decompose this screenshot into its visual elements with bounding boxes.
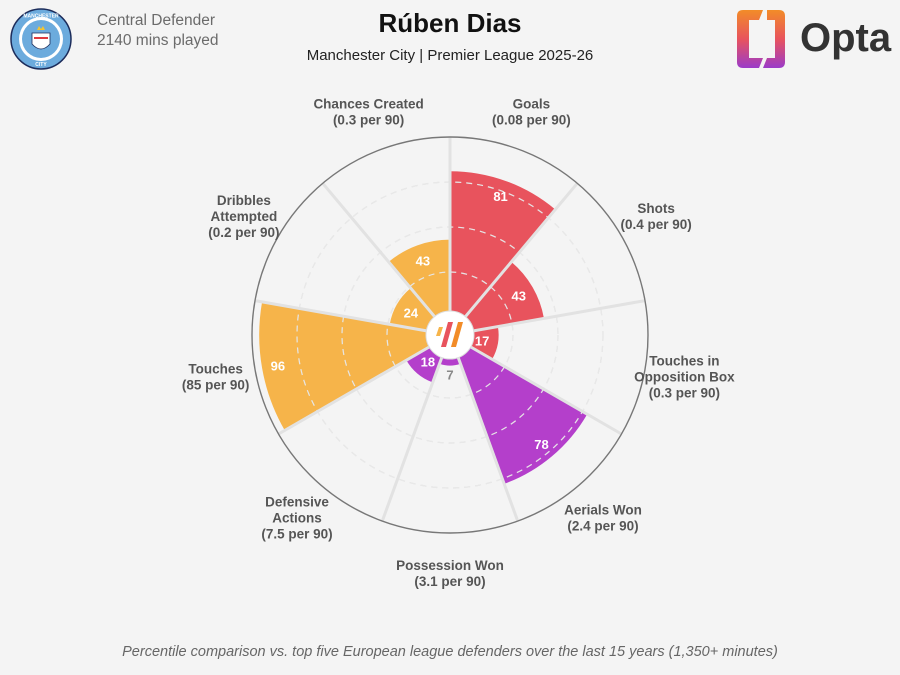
value-label: 7 — [446, 368, 453, 383]
club-badge: MANCHESTER CITY — [10, 8, 72, 70]
category-label: Dribbles Attempted (0.2 per 90) — [208, 193, 279, 240]
value-label: 24 — [404, 305, 419, 320]
spoke — [467, 299, 646, 334]
page-subtitle: Manchester City | Premier League 2025-26 — [306, 47, 594, 64]
category-name: Opposition Box — [634, 369, 735, 384]
hub-logo-icon — [441, 322, 453, 347]
player-position: Central Defender — [97, 12, 216, 29]
category-name: Touches — [188, 361, 243, 376]
spoke — [254, 299, 433, 334]
category-name: Defensive — [265, 494, 329, 509]
spoke — [277, 342, 436, 436]
category-name: Dribbles — [217, 193, 271, 208]
category-label: Touches (85 per 90) — [182, 361, 250, 392]
value-label: 17 — [475, 334, 489, 349]
wedge-shots — [461, 261, 544, 332]
value-label: 81 — [493, 189, 507, 204]
hub-logo-icon-3 — [436, 327, 443, 336]
wedge-touches — [259, 301, 435, 431]
category-rate: (0.4 per 90) — [620, 217, 691, 232]
hub-logo-icon-2 — [451, 322, 463, 347]
spoke — [460, 182, 579, 323]
value-label: 18 — [421, 354, 435, 369]
category-name: Attempted — [211, 209, 278, 224]
value-label: 43 — [512, 288, 526, 303]
footnote: Percentile comparison vs. top five Europ… — [122, 644, 778, 660]
category-label: Aerials Won (2.4 per 90) — [564, 502, 642, 533]
category-rate: (3.1 per 90) — [414, 574, 485, 589]
category-label: Shots (0.4 per 90) — [620, 201, 691, 232]
badge-text-top: MANCHESTER — [23, 14, 59, 20]
category-label: Goals (0.08 per 90) — [492, 96, 571, 127]
wedge-aerials-won — [456, 344, 588, 484]
category-rate: (7.5 per 90) — [261, 526, 332, 541]
category-label: Possession Won (3.1 per 90) — [396, 558, 504, 589]
grid-ring-light-25 — [386, 271, 514, 399]
category-label: Touches in Opposition Box (0.3 per 90) — [634, 353, 735, 400]
spoke — [321, 182, 440, 323]
player-minutes: 2140 mins played — [97, 32, 219, 49]
category-rate: (85 per 90) — [182, 377, 250, 392]
spoke — [380, 351, 446, 522]
page-title: Rúben Dias — [378, 8, 522, 38]
wedge-dribbles-attempted — [389, 288, 439, 332]
opta-wordmark: Opta — [800, 16, 892, 60]
value-label: 43 — [416, 253, 430, 268]
spoke — [464, 342, 623, 436]
player-meta: Central Defender 2140 mins played — [97, 11, 219, 51]
spoke — [454, 351, 520, 522]
category-rate: (0.3 per 90) — [333, 112, 404, 127]
category-name: Chances Created — [313, 96, 423, 111]
category-name: Aerials Won — [564, 502, 642, 517]
category-name: Actions — [272, 510, 322, 525]
value-label: 96 — [271, 358, 285, 373]
outer-ring — [251, 136, 649, 534]
category-rate: (0.08 per 90) — [492, 112, 571, 127]
opta-logo-icon — [737, 10, 785, 68]
category-name: Shots — [637, 201, 675, 216]
category-name: Possession Won — [396, 558, 504, 573]
category-rate: (0.3 per 90) — [649, 385, 720, 400]
value-label: 78 — [534, 437, 548, 452]
category-name: Goals — [513, 96, 551, 111]
category-name: Touches in — [649, 353, 719, 368]
category-rate: (0.2 per 90) — [208, 225, 279, 240]
badge-text-bottom: CITY — [35, 62, 47, 68]
center-hub — [425, 310, 475, 360]
category-label: Defensive Actions (7.5 per 90) — [261, 494, 332, 541]
wedge-goals — [450, 171, 556, 322]
category-label: Chances Created (0.3 per 90) — [313, 96, 423, 127]
category-rate: (2.4 per 90) — [567, 518, 638, 533]
